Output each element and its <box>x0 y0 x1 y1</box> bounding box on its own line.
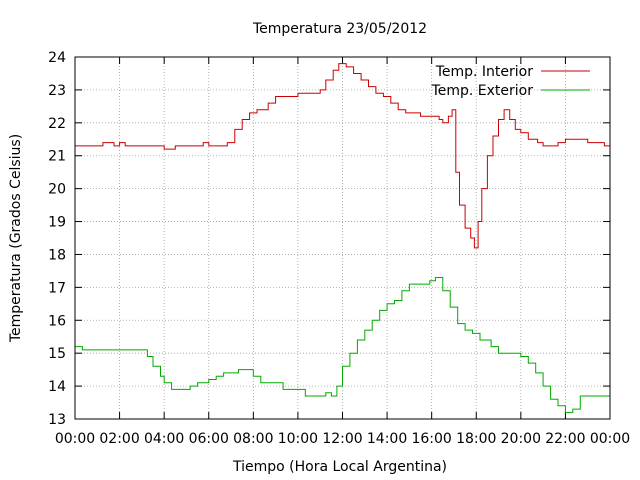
y-axis-label: Temperatura (Grados Celsius) <box>8 134 24 343</box>
x-tick-label: 16:00 <box>411 431 451 447</box>
y-tick-label: 24 <box>48 50 66 66</box>
grid <box>75 57 610 419</box>
legend-label-interior: Temp. Interior <box>435 64 534 80</box>
x-tick-label: 20:00 <box>501 431 541 447</box>
x-tick-label: 14:00 <box>367 431 407 447</box>
series-line-exterior <box>75 277 610 413</box>
x-tick-label: 02:00 <box>99 431 139 447</box>
x-tick-label: 00:00 <box>55 431 95 447</box>
y-tick-label: 19 <box>48 215 66 231</box>
y-tick-label: 16 <box>48 313 66 329</box>
x-tick-label: 04:00 <box>144 431 184 447</box>
x-tick-label: 06:00 <box>189 431 229 447</box>
x-tick-label: 22:00 <box>545 431 585 447</box>
y-tick-label: 23 <box>48 83 66 99</box>
series-line-interior <box>75 63 611 249</box>
x-axis-label: Tiempo (Hora Local Argentina) <box>232 459 447 475</box>
plot-frame <box>74 56 611 420</box>
x-tick-label: 12:00 <box>322 431 362 447</box>
x-tick-label: 00:00 <box>590 431 630 447</box>
y-tick-label: 13 <box>48 412 66 428</box>
x-tick-label: 18:00 <box>456 431 496 447</box>
y-tick-label: 22 <box>48 116 66 132</box>
y-tick-label: 21 <box>48 149 66 165</box>
y-tick-label: 15 <box>48 346 66 362</box>
y-tick-label: 14 <box>48 379 66 395</box>
y-tick-label: 17 <box>48 280 66 296</box>
legend-label-exterior: Temp. Exterior <box>431 83 534 99</box>
y-tick-label: 20 <box>48 182 66 198</box>
x-tick-label: 10:00 <box>278 431 318 447</box>
x-tick-label: 08:00 <box>233 431 273 447</box>
y-tick-label: 18 <box>48 247 66 263</box>
series-lines <box>75 63 611 413</box>
legend: Temp. Interior Temp. Exterior <box>431 64 590 99</box>
chart-title: Temperatura 23/05/2012 <box>252 21 427 37</box>
